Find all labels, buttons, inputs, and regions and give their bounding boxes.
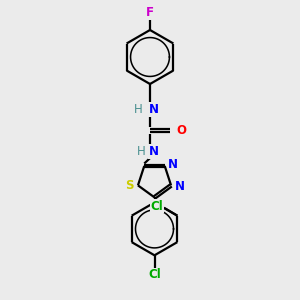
Text: H: H: [136, 145, 146, 158]
Text: N: N: [148, 103, 159, 116]
Text: O: O: [176, 124, 186, 137]
Text: S: S: [125, 179, 133, 192]
Text: N: N: [148, 145, 159, 158]
Text: Cl: Cl: [151, 200, 163, 213]
Text: N: N: [174, 180, 184, 194]
Text: H: H: [134, 103, 143, 116]
Text: F: F: [146, 6, 154, 19]
Text: Cl: Cl: [148, 268, 161, 281]
Text: N: N: [168, 158, 178, 171]
